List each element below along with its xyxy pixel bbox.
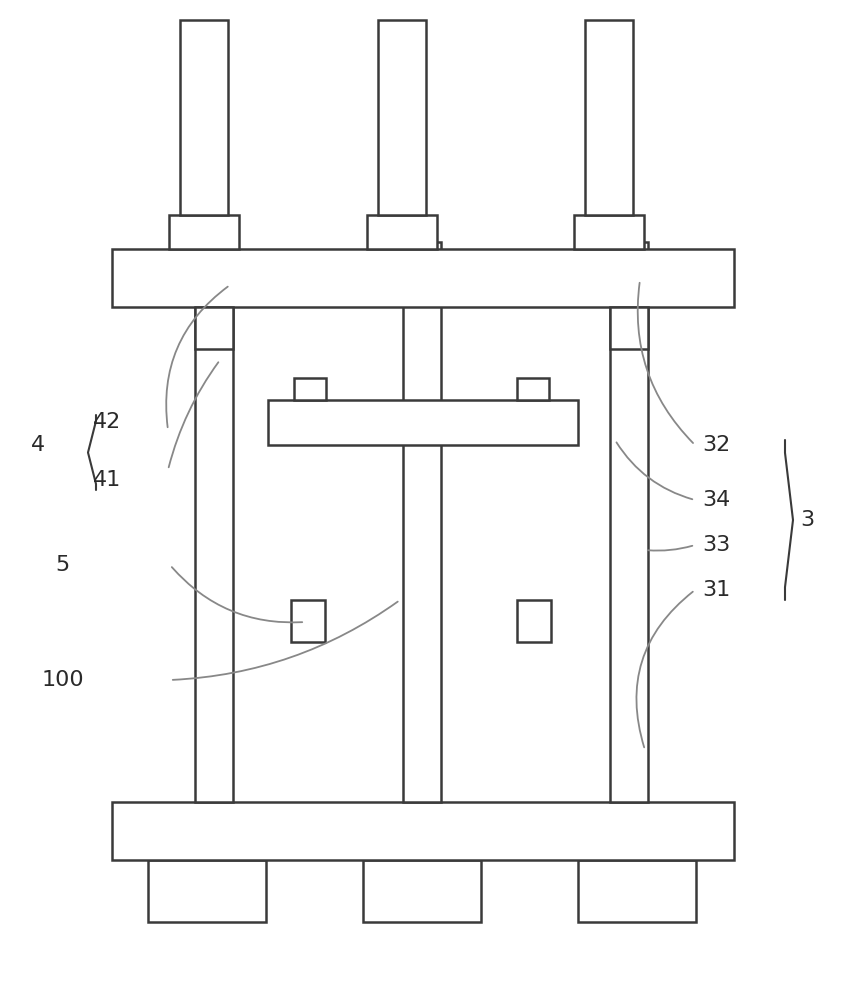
Bar [195, 242, 233, 802]
Bar [517, 378, 549, 400]
Text: 41: 41 [93, 470, 121, 490]
Bar [112, 802, 734, 860]
Text: 3: 3 [800, 510, 814, 530]
Bar [517, 600, 551, 642]
Bar [578, 860, 696, 922]
Bar [574, 215, 644, 249]
Bar [291, 600, 325, 642]
Bar [378, 20, 426, 215]
Bar [268, 400, 578, 445]
Bar [112, 249, 734, 307]
Text: 4: 4 [31, 435, 45, 455]
Bar [180, 20, 228, 215]
Text: 32: 32 [702, 435, 730, 455]
Bar [610, 307, 648, 349]
Text: 5: 5 [55, 555, 69, 575]
Bar [403, 242, 441, 802]
Bar [195, 307, 233, 349]
Text: 42: 42 [93, 412, 121, 432]
Text: 33: 33 [702, 535, 730, 555]
Bar [585, 20, 633, 215]
Bar [610, 242, 648, 802]
Bar [169, 215, 239, 249]
Bar [363, 860, 481, 922]
Bar [367, 215, 437, 249]
Text: 34: 34 [702, 490, 730, 510]
Text: 100: 100 [42, 670, 85, 690]
Bar [294, 378, 326, 400]
Bar [148, 860, 266, 922]
Text: 31: 31 [702, 580, 730, 600]
